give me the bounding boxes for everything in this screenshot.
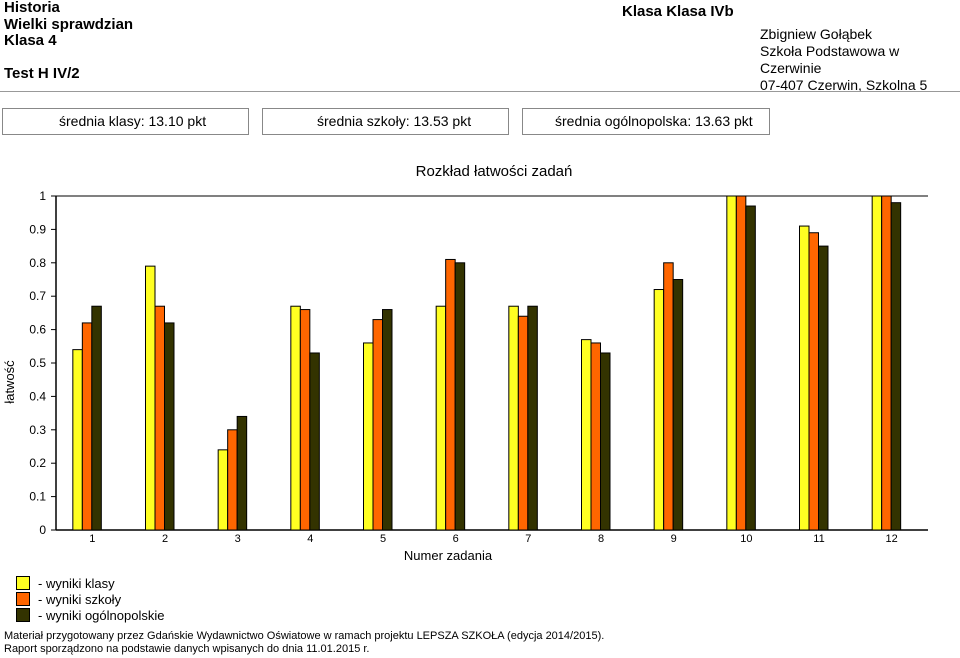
bar [600, 352, 611, 531]
x-tick-label: 7 [525, 533, 531, 545]
x-tick-label: 1 [89, 533, 95, 545]
bar [72, 349, 83, 531]
bar [663, 262, 674, 531]
y-tick-label: 0.7 [29, 289, 46, 303]
bar [871, 195, 883, 531]
chart-axes [51, 195, 928, 531]
national-average: średnia ogólnopolska: 13.63 pkt [555, 113, 753, 129]
chart-bars [72, 195, 902, 531]
bar [290, 305, 301, 531]
bar [581, 339, 592, 531]
bar [164, 322, 175, 531]
bar [517, 315, 529, 531]
class-average-box: średnia klasy: 13.10 pkt [2, 108, 249, 135]
legend-swatch [16, 592, 30, 606]
class-title: Klasa Klasa IVb [622, 3, 734, 20]
x-tick-labels: 1 2 3 4 5 6 7 8 9 10 11 12 [89, 533, 898, 545]
legend-swatch [16, 576, 30, 590]
header-divider [0, 91, 960, 92]
legend-label: - wyniki szkoły [38, 592, 122, 607]
bar [217, 449, 229, 531]
school-average-box: średnia szkoły: 13.53 pkt [262, 108, 509, 135]
teacher-name: Zbigniew Gołąbek [760, 26, 873, 42]
legend-label: - wyniki ogólnopolskie [38, 608, 165, 623]
class-average: średnia klasy: 13.10 pkt [59, 113, 207, 129]
bar [299, 309, 311, 531]
bar [372, 319, 383, 531]
y-tick-label: 0.4 [29, 389, 46, 403]
bar [445, 258, 456, 531]
bar [881, 195, 892, 531]
footer-date: Raport sporządzono na podstawie danych w… [4, 643, 370, 655]
y-tick-label: 1 [39, 189, 46, 203]
bar [799, 225, 810, 531]
y-tick-label: 0.2 [29, 456, 46, 470]
bar [527, 305, 538, 531]
y-tick-label: 0.6 [29, 323, 46, 337]
bar [808, 232, 819, 531]
bar [236, 415, 248, 531]
x-tick-label: 4 [307, 533, 313, 545]
bar [653, 289, 665, 531]
y-tick-label: 0.3 [29, 423, 46, 437]
x-tick-label: 9 [671, 533, 677, 545]
bar [454, 262, 466, 531]
x-axis-label: Numer zadania [404, 548, 493, 563]
x-tick-label: 6 [453, 533, 459, 545]
footer: Materiał przygotowany przez Gdańskie Wyd… [4, 630, 604, 656]
bar [227, 429, 238, 531]
grade: Klasa 4 [4, 32, 57, 49]
school-name: Szkoła Podstawowa w Czerwinie [760, 43, 900, 76]
bar [382, 309, 393, 531]
y-tick-label: 0.9 [29, 222, 46, 236]
exam-name: Wielki sprawdzian [4, 15, 134, 33]
y-tick-label: 0 [39, 523, 46, 537]
bar [145, 265, 156, 531]
bar [745, 205, 756, 531]
y-tick-label: 0.5 [29, 356, 46, 370]
bar [735, 195, 747, 531]
bar [91, 305, 102, 531]
x-tick-label: 8 [598, 533, 604, 545]
header-right: Zbigniew Gołąbek Szkoła Podstawowa w Cze… [760, 26, 960, 94]
legend-label: - wyniki klasy [38, 576, 115, 591]
footer-note: Materiał przygotowany przez Gdańskie Wyd… [4, 630, 605, 642]
chart-title: Rozkład łatwości zadań [416, 163, 573, 180]
x-tick-label: 11 [813, 533, 824, 545]
header-left: Historia Wielki sprawdzian Klasa 4 Test … [4, 0, 133, 82]
x-tick-label: 3 [235, 533, 241, 545]
bar [309, 352, 320, 531]
y-tick-label: 0.8 [29, 256, 46, 270]
bar [508, 305, 519, 531]
bar [154, 305, 165, 531]
y-tick-label: 0.1 [29, 490, 46, 504]
legend-swatch [16, 608, 30, 622]
y-tick-labels: 0 0.1 0.2 0.3 0.4 0.5 0.6 0.7 0.8 0.9 1 [29, 189, 46, 537]
bar [590, 342, 601, 531]
bar [818, 245, 829, 531]
test-name: Test H IV/2 [4, 64, 80, 82]
x-tick-label: 5 [380, 533, 386, 545]
school-address: 07-407 Czerwin, Szkolna 5 [760, 77, 928, 93]
bar [726, 195, 737, 531]
school-average: średnia szkoły: 13.53 pkt [317, 113, 472, 129]
bar [363, 342, 374, 531]
bar [890, 202, 902, 531]
x-tick-label: 12 [886, 533, 898, 545]
y-axis-label: łatwość [2, 360, 17, 404]
bar [435, 305, 447, 531]
national-average-box: średnia ogólnopolska: 13.63 pkt [522, 108, 770, 135]
x-tick-label: 10 [740, 533, 752, 545]
bar [672, 279, 684, 531]
bar [81, 322, 93, 531]
x-tick-label: 2 [162, 533, 168, 545]
subject: Historia [4, 0, 60, 16]
